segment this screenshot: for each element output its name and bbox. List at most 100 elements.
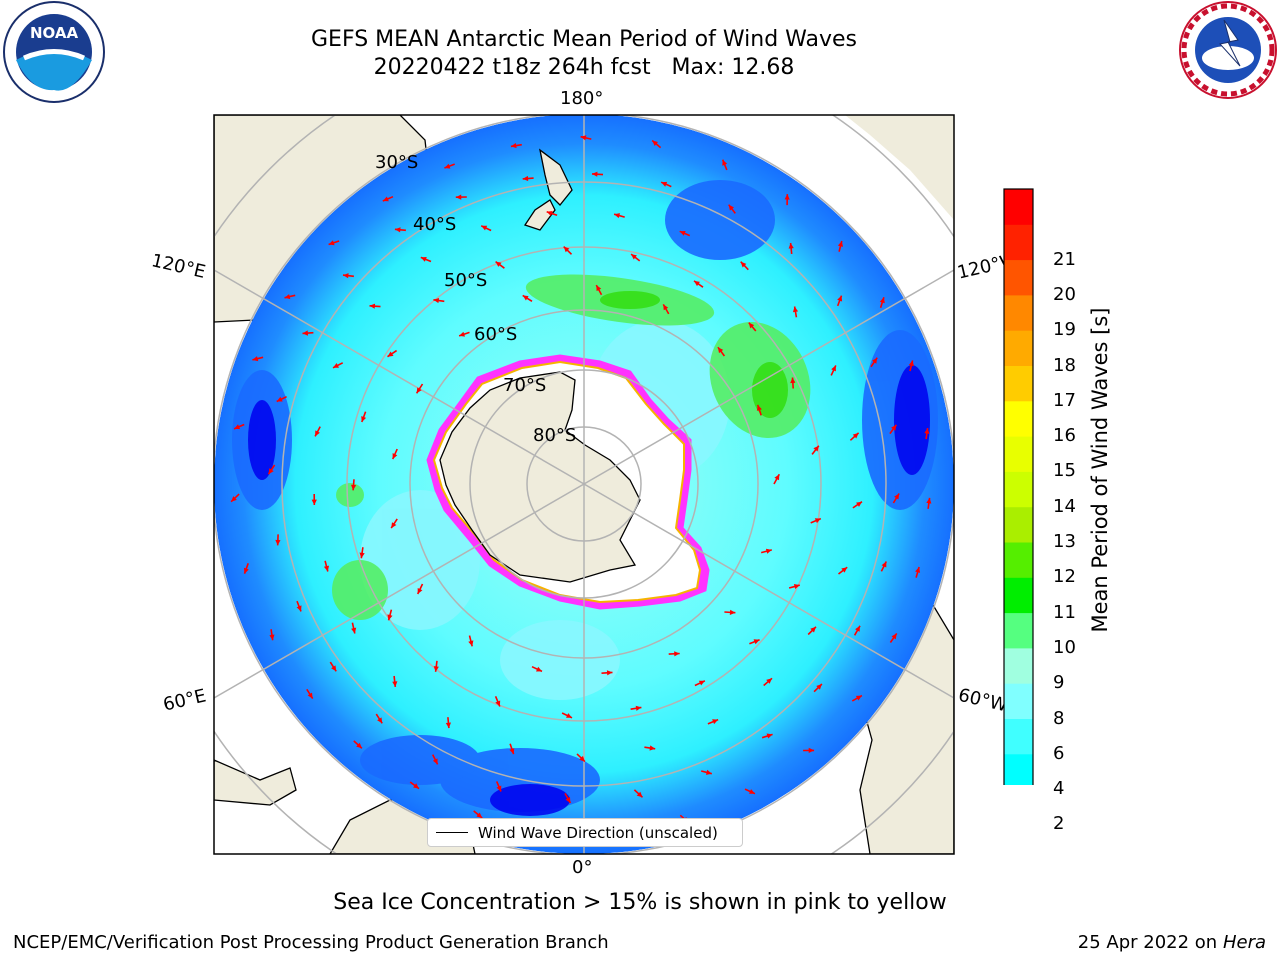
colorbar-segment xyxy=(1004,683,1033,719)
colorbar-segment xyxy=(1004,330,1033,366)
colorbar-tick-label: 11 xyxy=(1053,601,1076,623)
colorbar-segment xyxy=(1004,506,1033,543)
wave-direction-arrowhead xyxy=(433,666,439,672)
wave-direction-arrowhead xyxy=(510,143,517,149)
map-frame xyxy=(213,114,955,855)
wave-direction-arrowhead xyxy=(351,627,357,634)
colorbar-tick-label: 8 xyxy=(1053,707,1065,729)
wave-direction-arrowhead xyxy=(706,769,712,775)
wave-direction-arrowhead xyxy=(856,501,862,507)
colorbar-tick-label: 10 xyxy=(1053,636,1076,658)
wave-direction-arrowhead xyxy=(387,614,393,621)
wave-direction-arrowhead xyxy=(694,280,700,287)
wave-direction-arrowhead xyxy=(717,347,724,354)
wave-direction-arrowhead xyxy=(522,175,529,182)
colorbar-tick-label: 9 xyxy=(1053,672,1065,694)
wave-direction-arrowhead xyxy=(855,695,862,701)
wave-direction-arrowhead xyxy=(614,213,620,219)
wave-direction-arrowhead xyxy=(729,609,736,615)
wave-direction-arrowhead xyxy=(915,567,921,573)
wave-direction-arrowhead xyxy=(433,298,440,304)
wave-direction-arrowhead xyxy=(580,135,587,141)
colorbar-tick-label: 4 xyxy=(1053,778,1065,800)
wave-direction-arrowhead xyxy=(394,227,401,233)
wave-direction-arrowhead xyxy=(351,484,357,491)
wave-direction-arrowhead xyxy=(756,404,762,411)
lat-label-50s: 50°S xyxy=(444,270,488,291)
colorbar-segment xyxy=(1004,718,1033,755)
wave-direction-arrowhead xyxy=(275,539,281,546)
wave-direction-arrowhead xyxy=(924,428,930,434)
colorbar-label: Mean Period of Wind Waves [s] xyxy=(1088,307,1112,633)
footer-date: 25 Apr 2022 on Hera xyxy=(1078,932,1266,953)
wave-direction-arrowhead xyxy=(891,633,897,640)
wave-direction-arrowhead xyxy=(579,755,585,762)
wave-direction-arrowhead xyxy=(837,295,843,302)
wave-direction-arrowhead xyxy=(311,499,317,505)
nws-logo xyxy=(1179,1,1277,99)
colorbar-tick-label: 14 xyxy=(1053,495,1076,517)
wave-direction-arrowhead xyxy=(592,171,598,177)
wave-direction-arrowhead xyxy=(416,387,422,394)
wave-direction-arrowhead xyxy=(788,243,794,249)
lat-label-40s: 40°S xyxy=(413,214,457,235)
wave-direction-arrowhead xyxy=(765,548,772,554)
wave-direction-arrowhead xyxy=(276,396,283,402)
wave-direction-arrowhead xyxy=(331,665,337,672)
wave-direction-arrowhead xyxy=(382,196,389,202)
colorbar-segment xyxy=(1004,294,1033,331)
wave-direction-arrowhead xyxy=(522,295,529,301)
wave-direction-arrowhead xyxy=(636,791,643,798)
wave-direction-arrowhead xyxy=(894,493,900,500)
wave-direction-arrowhead xyxy=(661,181,668,187)
lon-label-0: 0° xyxy=(572,857,593,878)
wave-direction-arrowhead xyxy=(268,468,274,475)
colorbar-segment xyxy=(1004,436,1033,472)
wave-direction-arrowhead xyxy=(361,416,367,422)
svg-text:NOAA: NOAA xyxy=(30,24,79,42)
wave-direction-arrowhead xyxy=(343,273,349,279)
wave-direction-arrowhead xyxy=(369,303,376,309)
new-zealand xyxy=(523,148,573,231)
wave-direction-arrowhead xyxy=(496,785,502,792)
antarctica xyxy=(426,354,710,610)
wave-direction-arrowhead xyxy=(749,789,755,794)
wave-direction-arrowhead xyxy=(476,812,483,818)
wave-direction-arrowhead xyxy=(606,670,613,676)
wave-direction-arrowhead xyxy=(631,254,637,260)
wave-direction-arrowhead xyxy=(790,377,796,384)
colorbar-segment xyxy=(1004,753,1033,785)
colorbar-segment xyxy=(1004,365,1033,402)
lat-label-30s: 30°S xyxy=(375,152,419,173)
wave-direction-arrowhead xyxy=(841,567,848,573)
wave-direction-arrowhead xyxy=(269,634,275,641)
wave-direction-arrowhead xyxy=(649,745,656,751)
legend-line-icon xyxy=(436,832,468,833)
title-line-2: 20220422 t18z 264h fcst Max: 12.68 xyxy=(373,55,795,80)
colorbar-tick-label: 16 xyxy=(1053,425,1076,447)
wave-direction-arrowhead xyxy=(774,474,780,481)
wave-direction-arrowhead xyxy=(792,306,799,313)
wave-direction-arrowhead xyxy=(495,261,502,267)
lon-label-180: 180° xyxy=(560,88,604,109)
wave-direction-arrowhead xyxy=(392,453,398,460)
wave-direction-arrowhead xyxy=(566,713,572,718)
wave-direction-arrowhead xyxy=(766,733,773,739)
colorbar-segment xyxy=(1004,224,1033,261)
wave-direction-arrowhead xyxy=(814,518,821,524)
wave-direction-arrowhead xyxy=(356,742,362,749)
colorbar xyxy=(1003,188,1034,785)
colorbar-tick-label: 13 xyxy=(1053,531,1076,552)
wave-direction-arrowhead xyxy=(302,330,308,336)
wave-direction-arrowhead xyxy=(509,748,515,755)
wave-direction-arrowhead xyxy=(413,783,419,789)
wave-direction-arrowhead xyxy=(712,719,719,725)
wave-direction-arrowhead xyxy=(328,240,335,246)
wave-direction-arrowhead xyxy=(813,445,819,452)
wind-wave-arrows xyxy=(230,135,932,837)
colorbar-tick-label: 21 xyxy=(1053,248,1076,270)
title-line-1: GEFS MEAN Antarctic Mean Period of Wind … xyxy=(311,27,857,52)
wave-direction-arrowhead xyxy=(748,322,755,329)
colorbar-segment xyxy=(1004,471,1033,508)
